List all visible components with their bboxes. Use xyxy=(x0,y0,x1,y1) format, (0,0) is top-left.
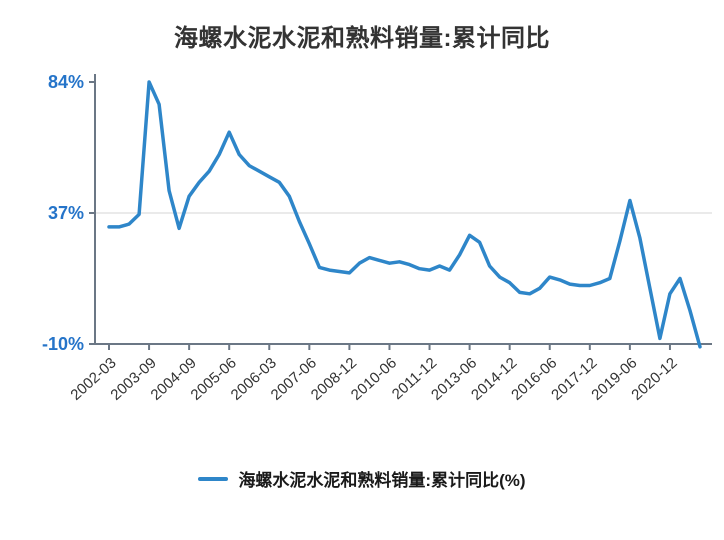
line-chart: 84% 37% -10% 2002-03 2003-09 2004-09 2005-06 20… xyxy=(0,57,724,442)
x-tick-label: 2020-12 xyxy=(628,354,680,403)
legend-label: 海螺水泥水泥和熟料销量:累计同比(%) xyxy=(238,471,526,490)
chart-canvas: 84%37%-10%2002-032003-092004-092005-0620… xyxy=(42,72,712,404)
legend-item[interactable]: 海螺水泥水泥和熟料销量:累计同比(%) xyxy=(0,466,724,491)
y-tick-label: -10% xyxy=(42,334,84,354)
y-tick-label: 84% xyxy=(48,72,84,92)
series-line xyxy=(107,80,702,349)
y-tick-label: 37% xyxy=(48,203,84,223)
legend-line-marker xyxy=(198,476,229,481)
x-tick-label: 2010-06 xyxy=(348,354,400,403)
chart-title: 海螺水泥水泥和熟料销量:累计同比 xyxy=(174,25,550,52)
